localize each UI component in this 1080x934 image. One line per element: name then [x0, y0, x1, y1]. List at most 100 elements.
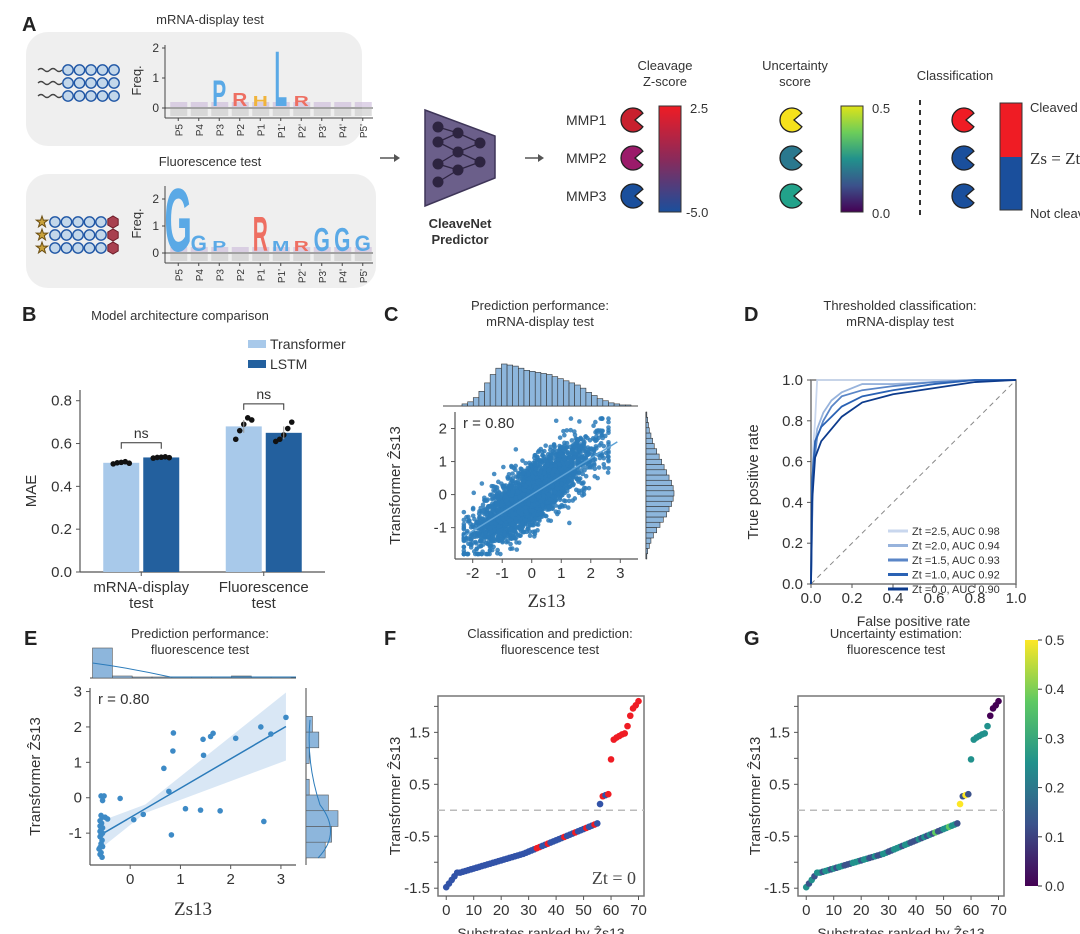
right-hist-bar: [645, 527, 658, 534]
ranked-point: [594, 820, 601, 827]
scatter-point: [578, 468, 584, 473]
position-label: P5: [174, 269, 185, 282]
scatter-point: [492, 511, 497, 517]
scatter-point: [526, 471, 531, 477]
scatter-point: [538, 499, 543, 504]
legend-swatch: [248, 340, 266, 348]
peptide-bead-icon: [95, 242, 107, 254]
right-hist-bar: [645, 495, 674, 502]
logo-negative-stack: [272, 109, 290, 116]
significance-bracket: [120, 442, 162, 449]
ranked-point: [981, 730, 989, 737]
y-tick-label: 0.4: [51, 478, 72, 495]
scatter-point: [606, 419, 611, 425]
position-label-text: P4: [195, 269, 206, 282]
scatter-point: [562, 490, 568, 496]
threshold-annotation: Zt = 0: [592, 868, 636, 888]
scatter-point: [496, 517, 501, 523]
scatter-point: [512, 529, 517, 534]
scatter-point: [552, 467, 557, 473]
right-hist-bar: [645, 432, 652, 439]
right-hist-bar: [645, 437, 653, 444]
scatter-point: [592, 466, 598, 472]
scatter-point: [478, 505, 484, 511]
panel-a-letter: A: [22, 14, 37, 36]
enzyme-label: MMP2: [566, 150, 607, 166]
logo-negative-stack: [231, 254, 249, 261]
scatter-point: [583, 473, 589, 479]
scatter-point: [527, 476, 532, 481]
scatter-point: [516, 509, 521, 515]
x-tick-label: 70: [990, 902, 1007, 919]
scatter-point: [513, 516, 519, 521]
fluorophore-star-icon: [34, 227, 50, 242]
x-tick-label: 0: [442, 902, 450, 919]
scatter-point: [557, 497, 563, 503]
fluorophore-star-icon: [34, 240, 50, 255]
x-tick-label: 1.0: [1006, 590, 1027, 607]
scatter-point: [520, 470, 526, 476]
x-tick-label: 1: [557, 565, 565, 582]
scatter-point: [461, 551, 467, 557]
class-pacman-icon: [951, 145, 975, 171]
scatter-point: [601, 455, 607, 461]
network-node-icon: [432, 136, 444, 148]
y-tick-label: 0: [74, 790, 82, 807]
ranked-point: [986, 712, 994, 720]
scatter-point: [487, 548, 493, 553]
scatter-point: [594, 446, 599, 451]
scatter-point: [481, 525, 487, 530]
scatter-point: [514, 547, 520, 552]
significance-label: ns: [256, 386, 271, 402]
scatter-point: [519, 477, 525, 482]
peptide-bead-icon: [73, 77, 86, 89]
mrna-tail-icon: [37, 80, 63, 86]
scatter-point: [168, 832, 175, 838]
scatter-point: [578, 442, 584, 447]
scatter-point: [597, 455, 603, 461]
y-tick-label: 0.8: [51, 393, 72, 410]
scatter-point: [511, 465, 517, 471]
significance-label: ns: [134, 425, 149, 441]
replicate-point: [288, 419, 295, 425]
panel-b-letter: B: [22, 304, 37, 326]
scatter-point: [576, 488, 581, 494]
scatter-point: [581, 480, 586, 485]
logo-negative-stack: [252, 109, 270, 116]
scatter-point: [509, 497, 515, 502]
ranked-point: [604, 790, 612, 798]
enzyme-label: MMP1: [566, 112, 607, 128]
scatter-point: [532, 517, 537, 523]
logo-letter-L: L: [274, 36, 287, 124]
scatter-point: [99, 854, 105, 861]
colorbar-label-text: σs13: [1078, 746, 1080, 780]
scatter-point: [505, 474, 510, 480]
ranked-point: [967, 756, 975, 763]
scatter-point: [600, 428, 605, 434]
scatter-point: [522, 517, 528, 523]
x-tick-label: 10: [465, 902, 482, 919]
scatter-point: [586, 485, 592, 491]
ranked-point: [624, 722, 631, 730]
position-label-text: P2': [297, 269, 308, 283]
right-hist-bar: [645, 516, 664, 523]
position-label: P5: [174, 124, 185, 137]
zscore-colorbar: [658, 105, 682, 213]
scatter-point: [495, 493, 501, 498]
scatter-point: [475, 551, 481, 557]
scatter-point: [593, 419, 598, 425]
scatter-point: [555, 472, 560, 478]
fluorophore-star-icon: [34, 214, 50, 229]
logo-background-stack: [211, 247, 229, 252]
position-label-text: P1: [256, 269, 267, 282]
logo-letter-R: R: [294, 238, 309, 254]
scatter-point: [495, 488, 500, 493]
scatter-point: [530, 474, 536, 479]
logo-background-stack: [170, 247, 188, 252]
network-node-icon: [432, 121, 444, 133]
mrna-tail-icon: [37, 67, 63, 73]
scatter-point: [569, 438, 575, 443]
mrna-logo-ylabel: Freq.: [129, 65, 144, 95]
x-category-label: test: [252, 595, 277, 610]
replicate-point: [236, 427, 243, 434]
